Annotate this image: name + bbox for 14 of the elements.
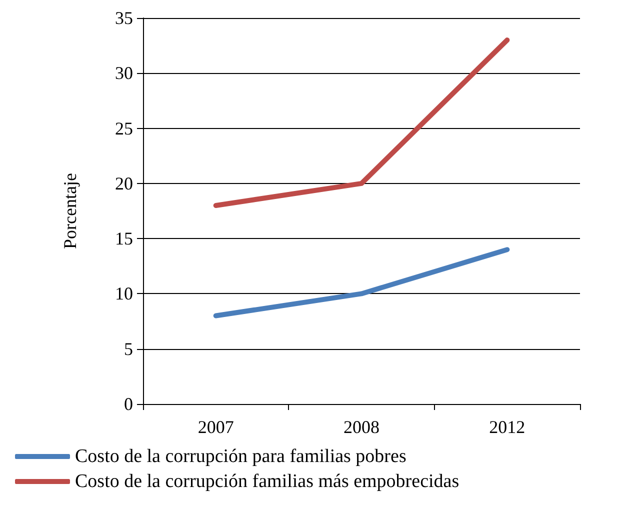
y-tick-label: 5 <box>124 338 133 359</box>
x-tick-label: 2007 <box>198 417 234 437</box>
y-tick-label: 25 <box>115 118 133 138</box>
y-tick-label: 35 <box>115 8 133 28</box>
legend-label: Costo de la corrupción para familias pobres <box>75 446 406 467</box>
y-tick-label: 0 <box>124 394 133 414</box>
y-tick-label: 20 <box>115 173 133 194</box>
y-tick-label: 15 <box>115 228 133 249</box>
x-tick-label: 2008 <box>344 417 380 437</box>
legend-label: Costo de la corrupción familias más empobrecidas <box>75 471 460 492</box>
y-tick-label: 10 <box>115 284 133 304</box>
x-tick-label: 2012 <box>489 417 526 437</box>
y-axis-title: Porcentaje <box>60 173 80 249</box>
y-tick-label: 30 <box>115 63 133 84</box>
